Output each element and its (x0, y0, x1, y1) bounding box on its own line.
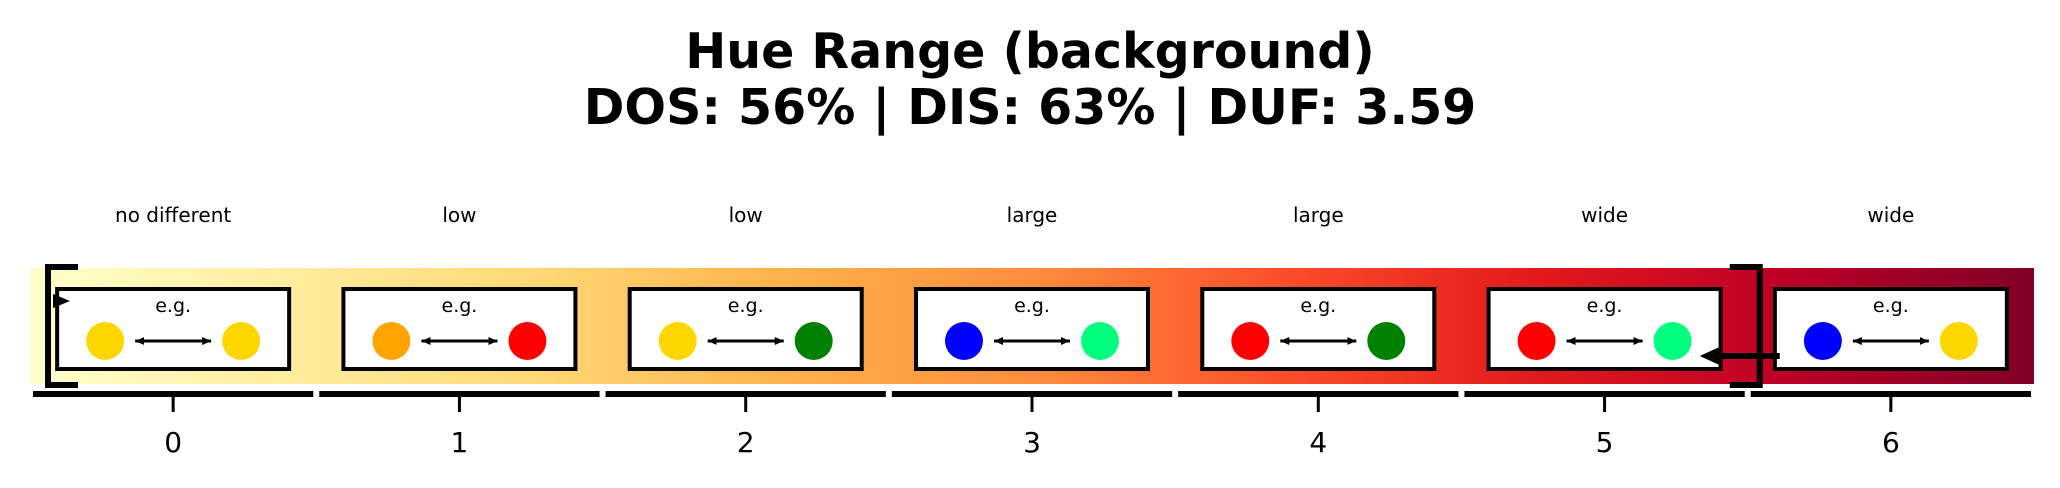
segment-2: low e.g. 2 (605, 203, 886, 459)
swatch-right (1939, 322, 1978, 360)
swatch-left (1517, 322, 1556, 360)
tick-label: 1 (451, 426, 469, 459)
segment-label: large (1293, 203, 1344, 227)
segment-label: wide (1581, 203, 1628, 227)
example-label: e.g. (1587, 295, 1623, 317)
example-label: e.g. (728, 295, 764, 317)
tick-label: 3 (1023, 426, 1041, 459)
segment-1: low e.g. 1 (319, 203, 600, 459)
example-label: e.g. (1300, 295, 1336, 317)
segment-label: low (442, 203, 476, 227)
segment-0: no different e.g. 0 (33, 203, 314, 459)
range-bracket-left (45, 264, 78, 388)
swatch-left (658, 322, 697, 360)
segment-4: large e.g. 4 (1178, 203, 1459, 459)
segment-label: wide (1867, 203, 1914, 227)
tick-label: 2 (737, 426, 755, 459)
segment-3: large e.g. 3 (891, 203, 1173, 459)
swatch-right (222, 322, 261, 360)
swatch-right (1653, 322, 1692, 360)
example-label: e.g. (1873, 295, 1909, 317)
example-label: e.g. (1014, 295, 1050, 317)
swatch-right (794, 322, 833, 360)
swatch-right (508, 322, 547, 360)
example-label: e.g. (442, 295, 478, 317)
segment-label: low (729, 203, 763, 227)
swatch-left (1231, 322, 1270, 360)
segment-5: wide e.g. 5 (1464, 203, 1745, 459)
segment-label: large (1007, 203, 1058, 227)
tick-label: 6 (1882, 426, 1900, 459)
swatch-right (1081, 322, 1119, 360)
tick-label: 4 (1309, 426, 1327, 459)
chart-title-line-1: Hue Range (background) (685, 23, 1375, 80)
example-label: e.g. (155, 295, 191, 317)
segment-6: wide e.g. 6 (1750, 203, 2031, 459)
segment-label: no different (115, 203, 231, 227)
swatch-right (1367, 322, 1406, 360)
swatch-left (372, 322, 411, 360)
tick-label: 5 (1596, 426, 1614, 459)
tick-label: 0 (164, 426, 182, 459)
swatch-left (1803, 322, 1842, 360)
chart-title-line-2: DOS: 56% | DIS: 63% | DUF: 3.59 (583, 79, 1477, 136)
swatch-left (86, 322, 125, 360)
swatch-left (945, 322, 983, 360)
range-start-marker (53, 294, 70, 308)
range-arrow-head (1699, 346, 1722, 366)
range-bracket-right (1729, 264, 1763, 388)
